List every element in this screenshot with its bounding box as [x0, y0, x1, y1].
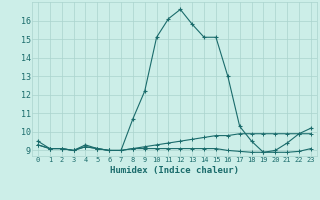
- X-axis label: Humidex (Indice chaleur): Humidex (Indice chaleur): [110, 166, 239, 175]
